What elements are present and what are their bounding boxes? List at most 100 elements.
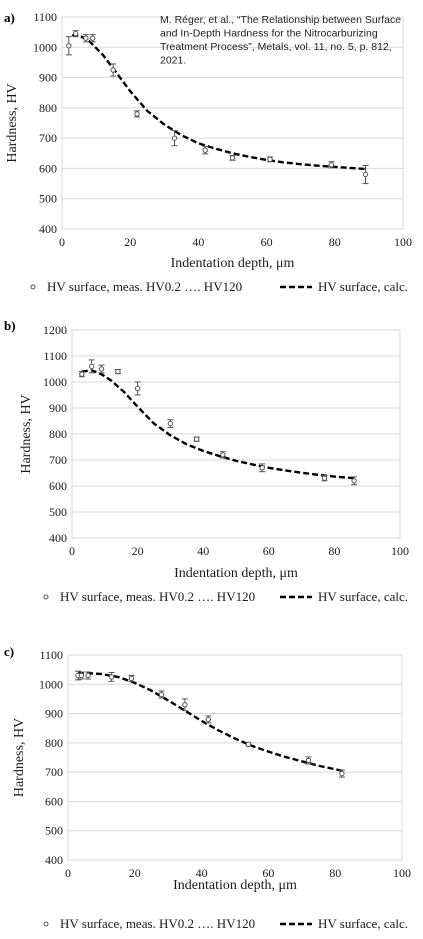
meas-data-point — [72, 30, 79, 37]
meas-data-point — [305, 757, 312, 764]
plot-area — [61, 16, 404, 230]
chart-panel-c: c) 400 500 600 700 800 900 1000 1100 0 20 40 60 80 100… — [0, 640, 423, 939]
meas-data-point — [83, 35, 89, 41]
meas-data-point — [259, 465, 265, 471]
citation-line: 2021. — [160, 55, 186, 67]
citation-line: and In-Depth Hardness for the Nitrocarbu… — [160, 28, 378, 40]
meas-data-point — [108, 674, 115, 680]
x-tick-label: 60 — [261, 235, 273, 249]
y-tick-label: 1100 — [33, 10, 57, 24]
meas-data-point — [182, 702, 188, 708]
meas-data-point — [205, 716, 211, 723]
y-axis-title: Hardness, HV — [19, 394, 34, 473]
chart-c-svg: c) 400 500 600 700 800 900 1000 1100 0 20 40 60 80 100… — [4, 644, 411, 931]
meas-data-point — [115, 368, 121, 375]
chart-panel-a: a) 400 500 600 700 800 900 1000 1100 0 20 40 60 80 100… — [0, 0, 423, 305]
x-axis-title: Indentation depth, μm — [173, 878, 297, 893]
y-tick-label: 600 — [45, 794, 63, 808]
meas-data-point — [128, 675, 135, 682]
panel-label: c) — [4, 644, 14, 659]
meas-data-point — [339, 770, 345, 777]
y-tick-label: 1100 — [43, 349, 67, 363]
meas-data-point — [351, 478, 357, 484]
meas-data-point — [328, 162, 335, 168]
meas-data-point — [229, 155, 236, 161]
plot-area — [67, 654, 403, 861]
chart-b-svg: b) 400 500 600 700 800 900 1000 1100 1200 0 20 40 60 8… — [4, 318, 409, 604]
x-tick-label: 20 — [129, 866, 141, 880]
panel-label: b) — [4, 318, 16, 333]
y-tick-label: 400 — [45, 853, 63, 867]
legend-meas-marker — [30, 284, 36, 290]
meas-data-point — [134, 111, 140, 117]
calc-series-line — [77, 671, 343, 772]
y-axis-title: Hardness, HV — [12, 718, 27, 797]
y-tick-label: 1200 — [43, 323, 67, 337]
y-tick-label: 500 — [49, 505, 67, 519]
x-tick-label: 40 — [192, 235, 204, 249]
meas-data-point — [167, 420, 174, 427]
meas-data-point — [89, 35, 96, 41]
chart-a-svg: a) 400 500 600 700 800 900 1000 1100 0 20 40 60 80 100… — [4, 10, 412, 294]
meas-data-point — [171, 135, 178, 141]
x-tick-label: 80 — [329, 866, 341, 880]
y-tick-label: 1100 — [39, 648, 63, 662]
meas-data-point — [158, 691, 165, 698]
legend-meas-label: HV surface, meas. HV0.2 …. HV120 — [60, 589, 255, 604]
y-axis-title: Hardness, HV — [5, 83, 20, 162]
y-tick-label: 700 — [49, 453, 67, 467]
meas-data-point — [98, 366, 105, 372]
x-tick-label: 0 — [69, 544, 75, 558]
meas-data-point — [79, 371, 85, 377]
y-tick-label: 800 — [49, 427, 67, 441]
meas-data-point — [110, 67, 116, 73]
legend-calc-label: HV surface, calc. — [318, 279, 408, 294]
legend-meas-label: HV surface, meas. HV0.2 …. HV120 — [60, 916, 255, 931]
chart-panel-b: b) 400 500 600 700 800 900 1000 1100 1200 0 20 40 60 8… — [0, 313, 423, 625]
y-tick-label: 400 — [49, 531, 67, 545]
meas-data-point — [66, 43, 72, 49]
y-tick-label: 600 — [39, 161, 57, 175]
meas-data-point — [321, 475, 328, 481]
y-tick-label: 700 — [45, 765, 63, 779]
y-tick-label: 500 — [45, 824, 63, 838]
y-tick-label: 600 — [49, 479, 67, 493]
x-tick-label: 20 — [132, 544, 144, 558]
legend-meas-label: HV surface, meas. HV0.2 …. HV120 — [47, 279, 242, 294]
y-tick-label: 900 — [49, 401, 67, 415]
y-tick-label: 400 — [39, 222, 57, 236]
calc-series-line — [81, 369, 355, 480]
legend-calc-label: HV surface, calc. — [318, 916, 408, 931]
citation-line: Treatment Process”, Metals, vol. 11, no.… — [160, 41, 392, 53]
meas-data-point — [220, 452, 226, 458]
meas-data-point — [193, 436, 200, 442]
y-tick-label: 700 — [39, 131, 57, 145]
meas-data-point — [362, 171, 369, 178]
legend-calc-label: HV surface, calc. — [318, 589, 408, 604]
citation-line: M. Réger, et al., “The Relationship betw… — [160, 14, 401, 26]
legend-meas-marker — [43, 921, 49, 927]
x-axis-title: Indentation depth, μm — [171, 256, 295, 271]
y-tick-label: 500 — [39, 192, 57, 206]
legend-meas-marker — [43, 594, 49, 600]
x-tick-label: 100 — [393, 866, 411, 880]
x-tick-label: 20 — [124, 235, 136, 249]
x-tick-label: 60 — [263, 544, 275, 558]
x-tick-label: 80 — [328, 544, 340, 558]
y-tick-label: 900 — [45, 707, 63, 721]
meas-data-point — [245, 741, 252, 748]
y-tick-label: 800 — [45, 736, 63, 750]
x-tick-label: 0 — [59, 235, 65, 249]
panel-label: a) — [4, 10, 15, 25]
x-tick-label: 100 — [391, 544, 409, 558]
x-tick-label: 40 — [196, 866, 208, 880]
y-tick-label: 1000 — [39, 677, 63, 691]
x-tick-label: 40 — [197, 544, 209, 558]
meas-data-point — [267, 156, 273, 163]
meas-data-point — [134, 385, 141, 392]
calc-series-line — [72, 34, 366, 171]
x-tick-label: 0 — [65, 866, 71, 880]
y-tick-label: 1000 — [43, 375, 67, 389]
x-tick-label: 100 — [394, 235, 412, 249]
y-tick-label: 900 — [39, 71, 57, 85]
